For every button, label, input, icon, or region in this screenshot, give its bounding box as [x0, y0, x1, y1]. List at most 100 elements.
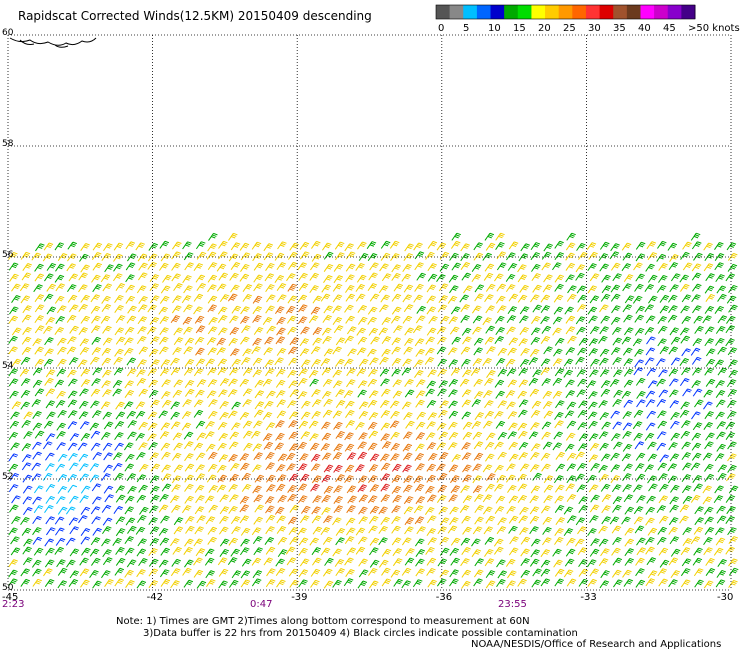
wind-barb: [380, 433, 390, 442]
barb-flag: [429, 445, 435, 448]
wind-barb: [518, 515, 528, 524]
barb-flag: [323, 479, 328, 482]
barb-flag: [373, 430, 379, 434]
barb-flag: [222, 434, 227, 438]
wind-barb: [158, 527, 169, 536]
wind-barb: [575, 473, 585, 482]
barb-flag: [358, 467, 363, 470]
wind-barb: [623, 578, 634, 587]
wind-barb: [578, 559, 588, 568]
wind-barb: [390, 431, 400, 440]
barb-flag: [244, 495, 250, 499]
barb-flag: [374, 537, 380, 541]
barb-flag: [501, 579, 506, 582]
wind-barb: [390, 569, 401, 578]
barb-flag: [317, 495, 322, 498]
barb-flag: [697, 520, 702, 523]
barb-flag: [560, 451, 566, 455]
barb-flag: [38, 486, 43, 490]
barb-flag: [12, 571, 17, 574]
barb-flag: [223, 528, 228, 531]
barb-flag: [627, 443, 633, 447]
barb-flag: [278, 486, 284, 490]
barb-staff: [8, 453, 15, 462]
barb-flag: [317, 526, 323, 530]
barb-flag: [349, 421, 354, 425]
barb-flag: [336, 499, 341, 502]
barb-flag: [591, 487, 597, 491]
barb-flag: [12, 560, 17, 564]
wind-barb: [369, 537, 380, 546]
barb-flag: [500, 560, 505, 564]
barb-staff: [45, 433, 52, 442]
barb-flag: [324, 455, 330, 459]
barb-flag: [94, 561, 99, 564]
barb-flag: [478, 518, 483, 521]
barb-flag: [93, 476, 99, 479]
barb-flag: [50, 433, 56, 436]
barb-flag: [394, 433, 399, 436]
barb-flag: [233, 466, 238, 469]
barb-flag: [730, 494, 736, 498]
barb-flag: [417, 519, 423, 522]
barb-flag: [234, 441, 239, 444]
barb-flag: [591, 436, 597, 439]
barb-flag: [174, 581, 179, 585]
barb-flag: [465, 548, 470, 552]
barb-flag: [649, 519, 654, 522]
barb-flag: [61, 581, 66, 585]
barb-flag: [339, 529, 345, 532]
barb-flag: [97, 496, 102, 499]
colorbar-swatch: [640, 5, 655, 19]
barb-flag: [200, 420, 206, 424]
wind-barb: [621, 453, 632, 462]
wind-barb: [716, 505, 726, 514]
barb-flag: [627, 484, 632, 487]
barb-staff: [57, 474, 64, 483]
wind-barb: [681, 558, 692, 567]
barb-flag: [61, 422, 66, 426]
barb-flag: [178, 517, 184, 520]
barb-flag: [456, 454, 462, 457]
barb-flag: [105, 560, 111, 563]
wind-barb: [484, 536, 495, 545]
barb-flag: [383, 465, 389, 469]
wind-barb: [90, 506, 101, 515]
wind-barb: [473, 441, 484, 450]
barb-flag: [336, 550, 341, 553]
barb-flag: [268, 518, 274, 521]
barb-flag: [603, 581, 609, 585]
barb-flag: [174, 487, 179, 490]
barb-flag: [61, 442, 66, 445]
wind-barb: [657, 568, 667, 577]
barb-flag: [188, 476, 193, 479]
wind-barb: [185, 525, 195, 534]
wind-barb: [633, 432, 643, 441]
barb-flag: [117, 453, 122, 457]
wind-barb: [263, 441, 274, 450]
barb-flag: [430, 569, 435, 573]
barb-flag: [731, 539, 736, 542]
barb-flag: [269, 507, 274, 510]
barb-flag: [28, 431, 33, 434]
barb-flag: [637, 507, 643, 511]
wind-barb: [554, 536, 564, 545]
wind-barb: [563, 506, 574, 515]
barb-flag: [441, 455, 447, 458]
wind-barb: [204, 548, 215, 557]
barb-flag: [572, 452, 577, 456]
wind-barb: [90, 537, 101, 546]
barb-flag: [150, 425, 156, 429]
barb-flag: [184, 425, 190, 429]
wind-barb: [552, 442, 563, 451]
wind-barb: [170, 568, 181, 577]
wind-barb: [20, 517, 30, 525]
barb-flag: [500, 455, 505, 458]
barb-flag: [199, 496, 204, 500]
wind-barb: [599, 580, 610, 589]
barb-flag: [650, 573, 656, 576]
barb-flag: [500, 573, 505, 577]
barb-flag: [189, 483, 194, 487]
barb-flag: [271, 579, 276, 582]
barb-flag: [417, 487, 423, 490]
